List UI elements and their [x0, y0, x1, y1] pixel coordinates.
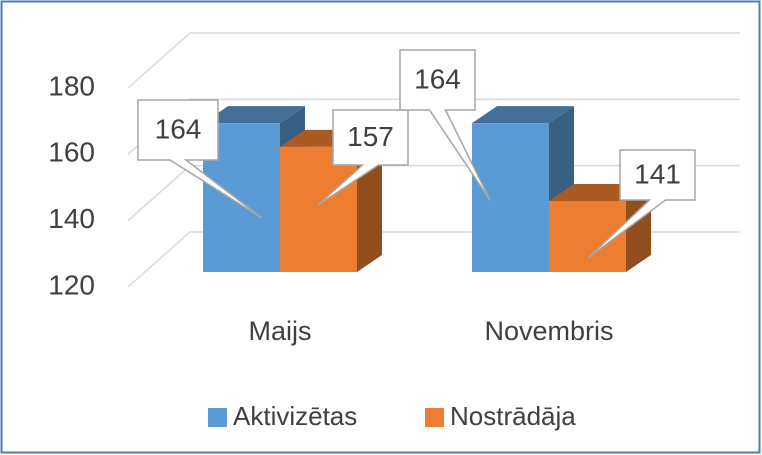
bar	[472, 106, 574, 272]
bar	[280, 129, 382, 272]
x-tick-label: Novembris	[484, 316, 613, 346]
data-label: 164	[155, 113, 202, 144]
bar-top	[203, 106, 305, 124]
x-tick-label: Maijs	[248, 316, 311, 346]
legend-swatch	[208, 408, 227, 427]
data-label: 141	[634, 158, 681, 189]
callout-box	[587, 149, 696, 259]
y-tick-label: 180	[48, 70, 95, 101]
callout-box	[137, 99, 263, 219]
y-tick-label: 120	[48, 269, 95, 300]
legend-label: Nostrādāja	[450, 401, 576, 431]
legend-label: Aktivizētas	[233, 401, 357, 431]
bar-top	[472, 106, 574, 124]
grid-line	[127, 32, 740, 89]
bar-front	[280, 146, 357, 272]
data-label: 157	[347, 121, 394, 152]
data-label: 164	[414, 63, 461, 94]
y-tick-label: 140	[48, 203, 95, 234]
bar-front	[472, 123, 549, 272]
callout-box	[317, 109, 409, 206]
legend-swatch	[425, 408, 444, 427]
callout-box	[399, 49, 491, 201]
y-tick-label: 160	[48, 137, 95, 168]
